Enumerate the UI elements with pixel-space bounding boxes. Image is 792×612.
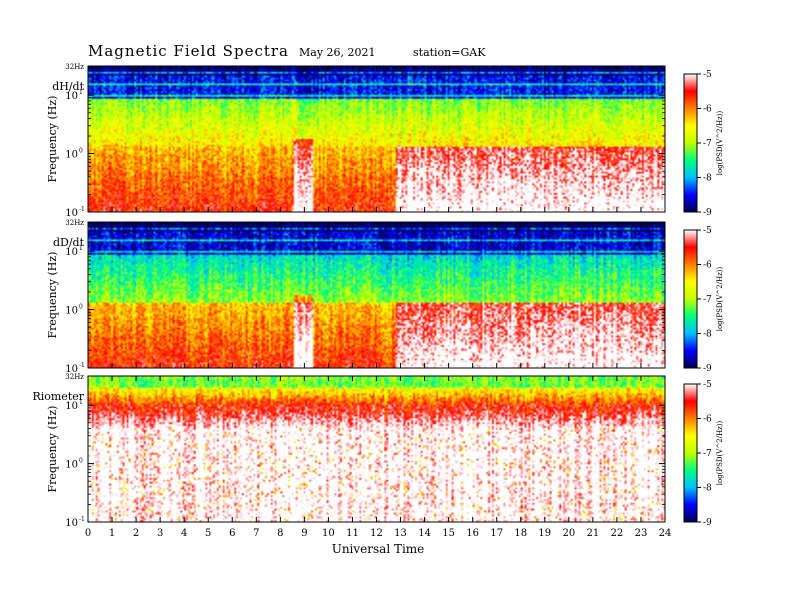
x-tick-label: 11 [346,528,359,539]
y-tick-label: 10 [65,150,78,161]
y-tick-exponent: 0 [79,304,83,311]
chart-date: May 26, 2021 [299,46,376,59]
x-tick-label: 1 [109,528,115,539]
x-tick-label: 6 [229,528,235,539]
colorbar-label: log(PSD(V^2/Hz)) [716,110,724,175]
y-tick-label: 10 [65,306,78,317]
colorbar-tick-label: -9 [703,364,712,374]
colorbar-label: log(PSD(V^2/Hz)) [716,266,724,331]
spectrogram-image [88,222,665,368]
spectrogram-image [88,376,665,522]
spectrogram-image [88,66,665,212]
x-tick-label: 8 [277,528,283,539]
y-tick-exponent: 1 [79,89,83,96]
colorbar-tick-label: -6 [703,105,712,115]
y-tick-label: 10 [65,247,78,258]
colorbar-tick-label: -5 [703,70,712,80]
x-tick-label: 3 [157,528,163,539]
colorbar-tick-label: -9 [703,518,712,528]
colorbar-tick-label: -7 [703,139,712,149]
x-tick-label: 12 [370,528,383,539]
colorbar-tick-label: -5 [703,226,712,236]
y-tick-label: 10 [65,208,78,219]
x-tick-label: 21 [587,528,600,539]
x-tick-label: 9 [301,528,307,539]
x-tick-label: 19 [538,528,551,539]
y-tick-exponent: -1 [79,516,85,523]
x-tick-label: 13 [394,528,407,539]
y-axis-label: Frequency (Hz) [46,96,59,183]
y-tick-exponent: 1 [79,399,83,406]
x-tick-label: 14 [418,528,431,539]
x-tick-label: 17 [490,528,503,539]
x-tick-label: 4 [181,528,187,539]
x-axis: 0 1 2 3 4 5 6 7 8 9 10 11 12 13 14 15 16 17 18 19 20 21 22 23 24 [85,66,672,539]
y-tick-exponent: 0 [79,458,83,465]
y-tick-label: 10 [65,518,78,529]
colorbar-tick-label: -8 [703,484,712,494]
chart-title: Magnetic Field Spectra [88,42,289,60]
y-tick-label: 10 [65,91,78,102]
colorbar: -5 -6 -7 -8 -9 log(PSD(V^2/Hz)) [683,380,724,528]
panel-top-frequency: 32Hz [65,373,84,381]
x-tick-label: 16 [466,528,479,539]
x-tick-label: 15 [442,528,455,539]
x-tick-label: 24 [659,528,672,539]
x-tick-label: 5 [205,528,211,539]
y-tick-label: 10 [65,460,78,471]
colorbar-tick-label: -8 [703,174,712,184]
panel-name: dD/dt [53,236,85,249]
y-tick-exponent: -1 [79,206,85,213]
x-tick-label: 23 [635,528,648,539]
colorbar-tick-label: -7 [703,295,712,305]
panel-top-frequency: 32Hz [65,63,84,71]
colorbar-tick-label: -6 [703,261,712,271]
panel-name: Riometer [32,390,84,403]
y-axis-label: Frequency (Hz) [46,252,59,339]
x-tick-label: 18 [514,528,527,539]
panel-name: dH/dt [52,80,84,93]
colorbar: -5 -6 -7 -8 -9 log(PSD(V^2/Hz)) [683,70,724,218]
x-tick-label: 20 [562,528,575,539]
colorbar: -5 -6 -7 -8 -9 log(PSD(V^2/Hz)) [683,226,724,374]
y-tick-label: 10 [65,364,78,375]
x-tick-label: 0 [85,528,91,539]
x-axis-label: Universal Time [332,542,425,556]
colorbar-tick-label: -8 [703,330,712,340]
y-tick-exponent: 1 [79,245,83,252]
x-tick-label: 2 [133,528,139,539]
y-tick-label: 10 [65,401,78,412]
panel-top-frequency: 32Hz [65,219,84,227]
colorbar-tick-label: -6 [703,415,712,425]
y-tick-exponent: -1 [79,362,85,369]
colorbar-tick-label: -5 [703,380,712,390]
x-tick-label: 7 [253,528,259,539]
y-axis-label: Frequency (Hz) [46,406,59,493]
station-label: station=GAK [413,46,486,59]
x-tick-label: 10 [322,528,335,539]
colorbar-tick-label: -9 [703,208,712,218]
y-tick-exponent: 0 [79,148,83,155]
colorbar-tick-label: -7 [703,449,712,459]
colorbar-label: log(PSD(V^2/Hz)) [716,420,724,485]
x-tick-label: 22 [611,528,624,539]
